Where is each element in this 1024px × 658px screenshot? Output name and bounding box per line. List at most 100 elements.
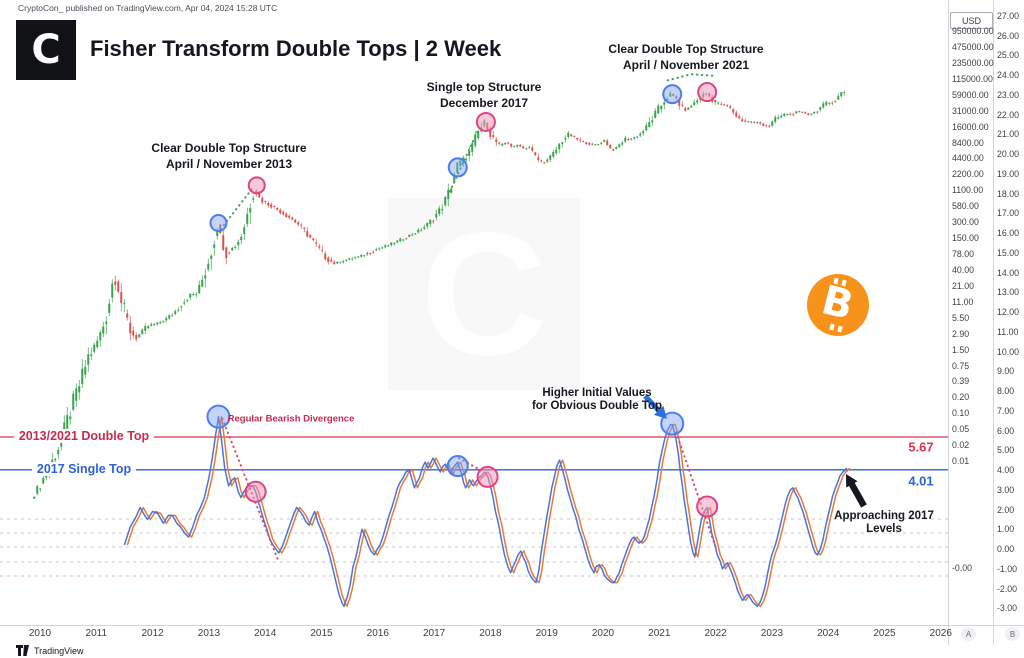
annotation-2017-single-top: Single top Structure December 2017 [427,80,542,111]
fisher-axis-tick-label: 2.00 [997,504,1015,515]
green-dotted-line [666,73,715,82]
candle-body [786,114,789,115]
candle-body [804,112,807,114]
candle-body [675,96,678,99]
candle-body [516,145,519,147]
candle-body [309,234,312,238]
candle-body [738,116,741,119]
candle-body [348,258,351,260]
candle-body [171,315,174,317]
pink-circle-marker-price [247,176,266,195]
watermark-letter: C [420,196,548,392]
time-axis-year-label[interactable]: 2012 [141,628,164,639]
candle-body [252,198,255,200]
candle-body [54,458,57,461]
red-dotted-divergence-line [457,457,491,476]
time-axis-year-label[interactable]: 2019 [535,628,558,639]
candle-body [132,330,135,336]
candle-body [552,152,555,157]
candle-body [792,114,795,116]
candle-body [720,103,723,105]
fisher-axis-tick-label: 27.00 [997,10,1020,21]
candle-body [726,105,729,107]
blue-circle-marker-price [447,157,468,178]
candle-body [234,246,237,248]
candle-body [435,213,438,218]
price-axis-tick-label: 4400.00 [952,153,984,164]
time-axis-year-label[interactable]: 2018 [479,628,502,639]
time-axis-year-label[interactable]: 2021 [648,628,671,639]
candle-body [228,252,231,254]
candle-body [537,157,540,161]
time-axis-year-label[interactable]: 2010 [28,628,52,639]
candle-body [468,150,471,156]
candle-body [681,104,684,106]
price-axis-tick-label: 475000.00 [952,41,994,52]
fisher-axis-tick-label: 5.00 [997,445,1015,456]
candle-body [615,147,618,149]
candle-body [423,227,426,229]
price-axis-zero-label: -0.00 [952,563,973,573]
level-value-single-top: 4.01 [908,473,934,489]
annotation-2021-double-top: Clear Double Top Structure April / Novem… [608,42,763,73]
time-axis-year-label[interactable]: 2023 [760,628,784,639]
blue-circle-marker-fisher [446,455,469,478]
candle-body [798,111,801,113]
candle-body [492,135,495,137]
price-axis-tick-label: 150.00 [952,233,979,244]
watermark: C [388,198,580,390]
annotation-line: December 2017 [439,95,529,110]
candle-body [606,140,609,146]
fisher-axis-tick-label: 12.00 [997,307,1020,317]
candle-body [357,256,360,258]
candle-body [33,496,36,499]
candle-body [264,200,267,202]
candle-body [528,147,531,149]
fisher-axis-tick-label: -1.00 [997,563,1018,574]
time-axis-year-label[interactable]: 2024 [817,628,840,639]
fisher-axis-tick-label: 10.00 [997,346,1020,357]
price-axis-tick-label: 21.00 [952,280,975,291]
price-axis-tick-label: 235000.00 [952,57,994,68]
candle-body [597,144,600,146]
candle-body [270,204,273,208]
candle-body [687,107,690,110]
candle-body [408,234,411,237]
pane-a-button[interactable]: A [961,627,976,641]
candle-body [723,104,726,106]
annotation-line: Clear Double Top Structure [151,141,307,155]
candle-body [732,109,735,113]
time-axis-year-label[interactable]: 2022 [704,628,727,639]
candle-body [378,248,381,250]
candle-body [399,238,402,242]
candle-body [99,332,102,341]
candle-body [345,259,348,261]
candle-body [75,388,78,401]
price-axis-tick-label: 1.50 [952,344,970,355]
time-axis-year-label[interactable]: 2011 [85,628,108,639]
time-axis-year-label[interactable]: 2025 [873,628,896,639]
candle-body [456,162,459,173]
candle-body [300,224,303,226]
candle-body [249,208,252,213]
price-axis-tick-label: 0.75 [952,360,970,371]
time-axis-year-label[interactable]: 2014 [254,628,277,639]
candle-body [117,281,120,292]
time-axis-year-label[interactable]: 2016 [366,628,389,639]
candle-body [693,102,696,106]
time-axis-year-label[interactable]: 2017 [422,628,446,639]
candle-body [498,142,501,144]
candle-body [471,143,474,152]
candle-body [123,302,126,304]
candle-body [780,115,783,118]
annotation-approaching-2017: Approaching 2017 Levels [834,510,934,536]
candle-body [756,121,759,123]
candle-body [210,255,213,259]
time-axis-year-label[interactable]: 2013 [197,628,221,639]
time-axis-year-label[interactable]: 2026 [929,628,952,639]
price-axis-tick-label: 0.10 [952,408,970,419]
time-axis-year-label[interactable]: 2015 [310,628,333,639]
candle-body [426,222,429,227]
pane-b-button[interactable]: B [1005,627,1020,641]
time-axis-year-label[interactable]: 2020 [591,628,615,639]
